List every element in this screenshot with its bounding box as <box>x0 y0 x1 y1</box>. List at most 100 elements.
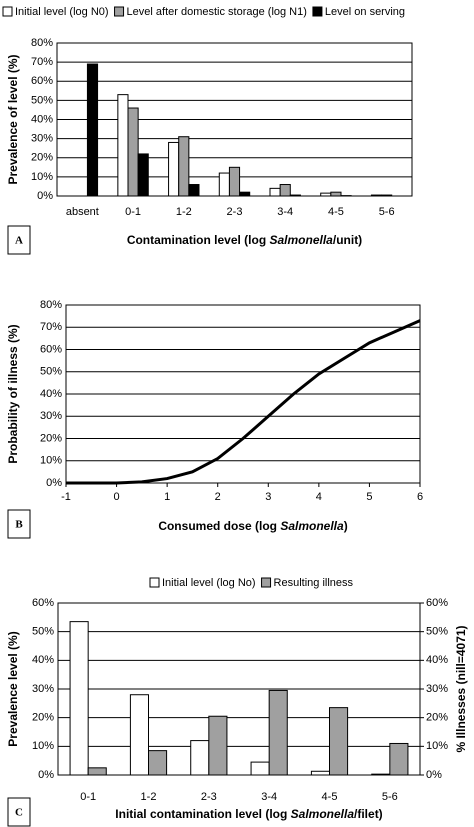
x-axis-label-part: ) <box>344 519 348 533</box>
y-tick-label: 60% <box>40 343 62 355</box>
y-tick-label: 30% <box>32 683 54 695</box>
y-tick-label: 20% <box>31 152 53 164</box>
x-tick-label: 5-6 <box>379 206 395 218</box>
bar <box>329 707 349 776</box>
panel-label: C <box>15 807 23 819</box>
bar <box>148 750 168 776</box>
y2-tick-label: 40% <box>426 654 448 666</box>
bar <box>389 742 409 776</box>
y-tick-label: 0% <box>38 769 54 781</box>
x-axis-label: Consumed dose (log Salmonella) <box>158 519 347 533</box>
x-tick-label: 1-2 <box>141 791 157 803</box>
legend-swatch <box>2 6 13 17</box>
y-axis-label: Prevalence of level (%) <box>6 54 20 184</box>
x-tick-label: 5 <box>366 491 372 503</box>
x-tick-label: 2 <box>215 491 221 503</box>
x-tick-label: 3-4 <box>261 791 277 803</box>
y-tick-label: 20% <box>32 712 54 724</box>
y2-tick-label: 20% <box>426 712 448 724</box>
bar <box>178 136 190 197</box>
bar <box>69 621 89 776</box>
bar <box>86 63 99 197</box>
plot-frame <box>56 42 413 197</box>
bar <box>268 689 288 776</box>
legend-label: Initial level (log No) <box>162 577 256 589</box>
x-axis-label-part: Salmonella <box>270 233 334 247</box>
x-axis-label: Initial contamination level (log Salmone… <box>115 807 382 821</box>
x-tick-label: 0-1 <box>125 206 141 218</box>
x-tick-label: 2-3 <box>201 791 217 803</box>
y-tick-label: 50% <box>32 626 54 638</box>
x-tick-label: 3 <box>265 491 271 503</box>
y2-tick-label: 30% <box>426 683 448 695</box>
x-axis-label-part: Salmonella <box>291 807 355 821</box>
x-tick-label: 0 <box>114 491 120 503</box>
legend-swatch <box>312 6 323 17</box>
legend-swatch <box>261 577 272 588</box>
panel-label: A <box>15 235 23 247</box>
x-axis-label-part: Consumed dose (log <box>158 519 280 533</box>
y-tick-label: 20% <box>40 432 62 444</box>
legend-swatch <box>114 6 125 17</box>
y-tick-label: 40% <box>31 113 53 125</box>
x-axis-label-part: /unit) <box>333 233 362 247</box>
bar <box>137 153 149 197</box>
x-tick-label: 1 <box>164 491 170 503</box>
y-tick-label: 0% <box>46 477 62 489</box>
y-tick-label: 0% <box>37 190 53 202</box>
plot-frame <box>57 602 421 776</box>
bar <box>330 191 342 197</box>
legend-label: Level on serving <box>325 6 405 18</box>
x-tick-label: absent <box>66 206 99 218</box>
bar <box>129 694 149 776</box>
bar <box>250 761 270 776</box>
x-tick-label: 0-1 <box>80 791 96 803</box>
y2-axis-label: % Illnesses (nill=4071) <box>454 625 468 752</box>
y-tick-label: 60% <box>31 75 53 87</box>
x-tick-label: 1-2 <box>176 206 192 218</box>
y-tick-label: 70% <box>40 321 62 333</box>
x-tick-label: 3-4 <box>277 206 293 218</box>
panel-label: B <box>15 519 23 531</box>
panel-box <box>7 509 31 539</box>
y-tick-label: 40% <box>40 388 62 400</box>
y-tick-label: 30% <box>40 410 62 422</box>
plot-frame <box>65 304 421 484</box>
y-tick-label: 60% <box>32 597 54 609</box>
bar <box>190 740 210 776</box>
bar <box>87 767 107 776</box>
y-tick-label: 10% <box>40 455 62 467</box>
line <box>66 319 421 485</box>
x-axis-label-part: /filet) <box>354 807 383 821</box>
bar <box>269 187 281 197</box>
legend-swatch <box>149 577 160 588</box>
x-axis-label-part: Initial contamination level (log <box>115 807 290 821</box>
x-tick-label: -1 <box>61 491 71 503</box>
x-axis-label-part: Salmonella <box>280 519 344 533</box>
panel-box <box>7 225 31 255</box>
y-axis-label: Probability of illness (%) <box>6 324 20 463</box>
bar <box>117 94 129 197</box>
legend-label: Resulting illness <box>274 577 354 589</box>
x-tick-label: 6 <box>417 491 423 503</box>
bar <box>218 172 230 197</box>
x-tick-label: 5-6 <box>382 791 398 803</box>
x-tick-label: 4-5 <box>322 791 338 803</box>
bar <box>168 141 180 197</box>
y2-tick-label: 60% <box>426 597 448 609</box>
bar <box>239 191 251 197</box>
y-tick-label: 40% <box>32 654 54 666</box>
x-tick-label: 4 <box>316 491 322 503</box>
legend-label: Initial level (log N0) <box>15 6 109 18</box>
y-tick-label: 10% <box>31 171 53 183</box>
panel-box <box>7 797 31 827</box>
y2-tick-label: 10% <box>426 740 448 752</box>
x-axis-label-part: Contamination level (log <box>127 233 270 247</box>
bar <box>228 166 241 197</box>
legend-label: Level after domestic storage (log N1) <box>127 6 307 18</box>
bar <box>188 184 200 197</box>
x-tick-label: 2-3 <box>227 206 243 218</box>
x-axis-label: Contamination level (log Salmonella/unit… <box>127 233 362 247</box>
y-tick-label: 80% <box>40 299 62 311</box>
bar <box>208 715 228 776</box>
